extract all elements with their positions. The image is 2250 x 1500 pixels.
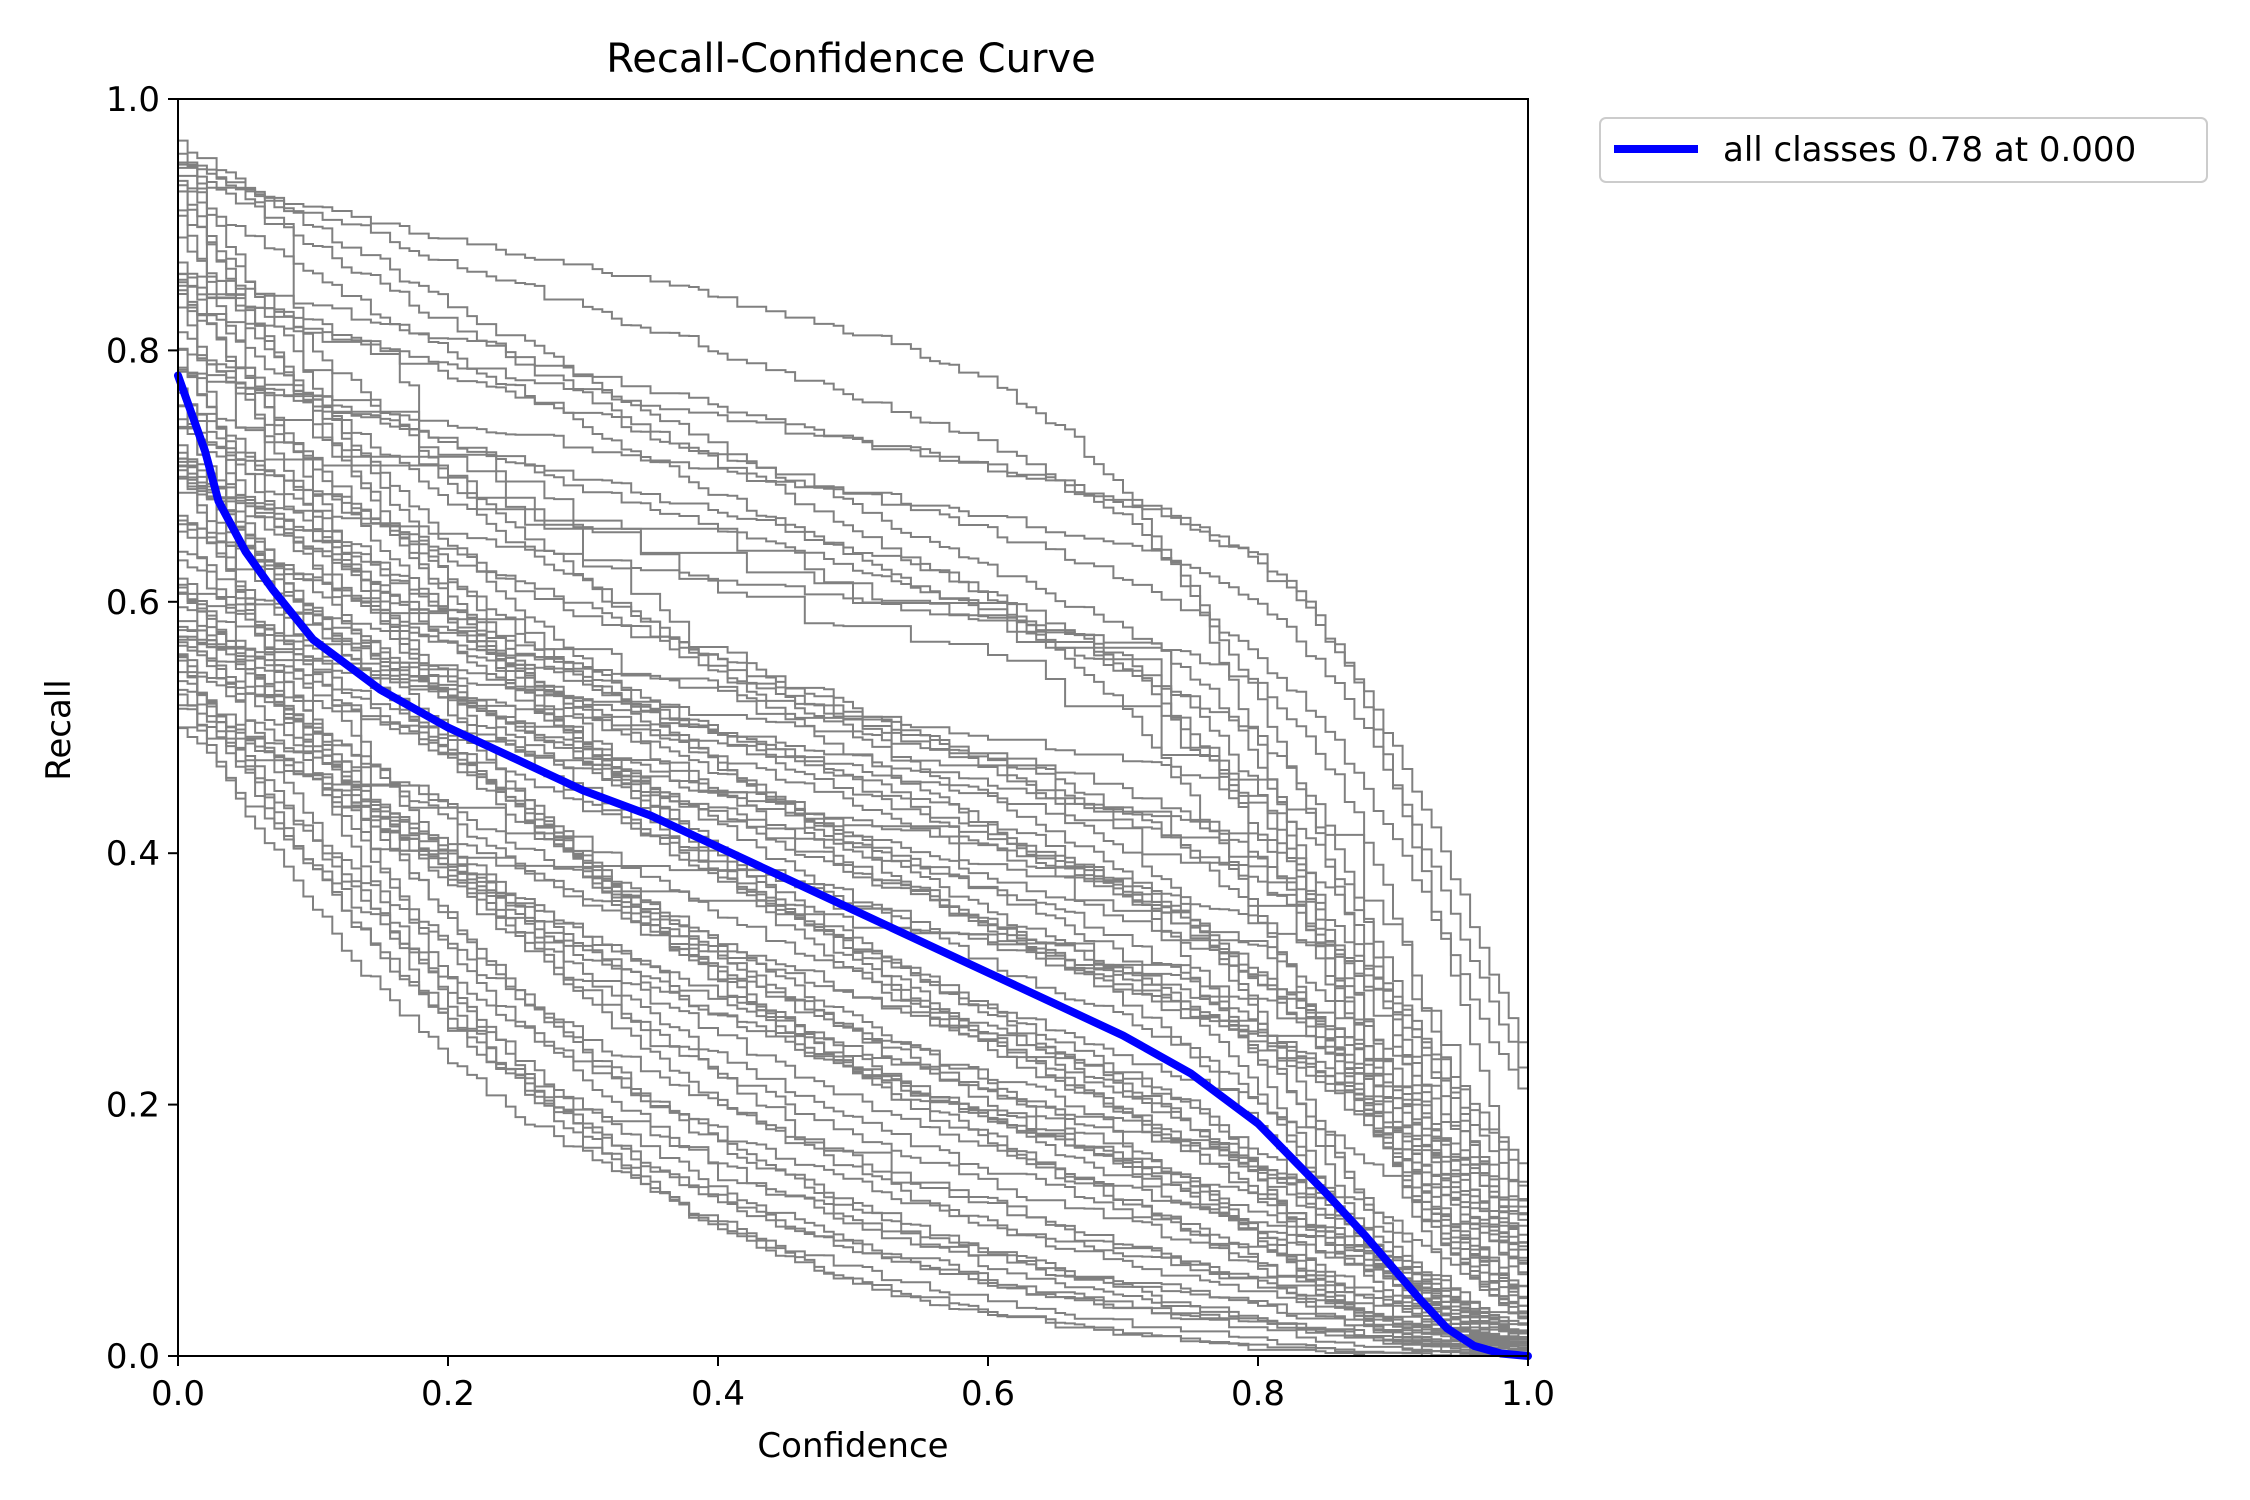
class-curve-70 — [178, 370, 1529, 1093]
class-curves-group — [178, 139, 1529, 1357]
class-curve-27 — [178, 163, 1529, 1304]
class-curve-26 — [178, 656, 1528, 1357]
class-curve-52 — [178, 161, 1529, 1201]
y-tick-label-2: 0.4 — [106, 834, 160, 874]
class-curve-13 — [178, 348, 1529, 1345]
x-tick-label-0: 0.0 — [151, 1374, 205, 1414]
class-curve-39 — [178, 236, 1529, 1300]
class-curve-59 — [178, 530, 1528, 1307]
plot-frame — [177, 98, 1529, 1357]
x-tick-label-4: 0.8 — [1231, 1374, 1285, 1414]
class-curve-42 — [178, 293, 1528, 1344]
x-tick-label-1: 0.2 — [421, 1374, 475, 1414]
y-tick-label-0: 0.0 — [106, 1337, 160, 1377]
class-curve-50 — [178, 693, 1528, 1357]
class-curve-41 — [178, 680, 1528, 1340]
y-tick-label-1: 0.2 — [106, 1086, 160, 1126]
all-classes-curve — [174, 371, 1532, 1360]
legend-label-all-classes: all classes 0.78 at 0.000 — [1723, 130, 2136, 170]
class-curve-79 — [178, 469, 1528, 1356]
class-curve-55 — [178, 523, 1528, 1345]
class-curve-72 — [178, 475, 1529, 1223]
class-curve-3 — [178, 284, 1529, 1109]
class-curve-47 — [178, 278, 1529, 1297]
y-tick-label-3: 0.6 — [106, 583, 160, 623]
class-curve-71 — [178, 444, 1528, 1357]
x-tick-label-3: 0.6 — [961, 1374, 1015, 1414]
x-axis-ticks: 0.0 0.2 0.4 0.6 0.8 1.0 — [151, 1356, 1555, 1414]
x-axis-label: Confidence — [757, 1426, 948, 1466]
class-curve-66 — [178, 179, 1529, 1216]
class-curve-38 — [178, 404, 1529, 1262]
chart-title: Recall-Confidence Curve — [606, 36, 1095, 82]
class-curve-78 — [178, 491, 1529, 1268]
class-curve-4 — [178, 519, 1529, 1215]
y-axis-ticks: 0.0 0.2 0.4 0.6 0.8 1.0 — [106, 80, 178, 1377]
class-curve-40 — [178, 272, 1529, 1208]
y-tick-label-5: 1.0 — [106, 80, 160, 120]
class-curve-67 — [178, 457, 1528, 1357]
class-curve-19 — [178, 273, 1528, 1357]
class-curve-62 — [178, 659, 1528, 1352]
x-tick-label-5: 1.0 — [1501, 1374, 1555, 1414]
class-curve-64 — [178, 644, 1529, 1352]
class-curve-61 — [178, 405, 1528, 1351]
class-curve-33 — [178, 654, 1528, 1357]
class-curve-76 — [178, 387, 1528, 1357]
class-curve-75 — [178, 139, 1529, 1343]
chart-legend: all classes 0.78 at 0.000 — [1599, 117, 2208, 183]
class-curve-34 — [178, 583, 1528, 1355]
x-tick-label-2: 0.4 — [691, 1374, 745, 1414]
class-curve-68 — [178, 366, 1528, 1326]
class-curve-6 — [178, 174, 1528, 1274]
class-curve-80 — [178, 152, 1529, 1339]
y-tick-label-4: 0.8 — [106, 331, 160, 371]
class-curve-57 — [178, 592, 1529, 1271]
class-curve-29 — [178, 727, 1528, 1352]
class-curve-74 — [178, 209, 1529, 1318]
y-axis-label: Recall — [39, 679, 79, 780]
legend-box — [1599, 117, 2208, 183]
class-curve-56 — [178, 261, 1528, 1354]
all-classes-curve-group — [174, 371, 1532, 1360]
class-curve-51 — [178, 289, 1529, 1338]
class-curve-77 — [178, 368, 1529, 1279]
class-curve-36 — [178, 638, 1529, 1185]
